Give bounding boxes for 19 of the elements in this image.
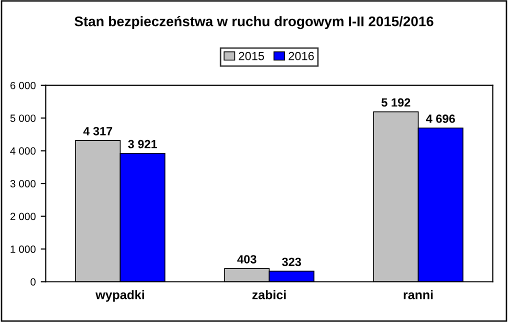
x-tick-label: zabici (252, 290, 286, 300)
legend-label: 2015 (238, 52, 264, 60)
data-label: 323 (282, 258, 302, 266)
y-tick-label: 5 000 (10, 114, 36, 122)
y-tick-label: 4 000 (10, 147, 36, 155)
data-label: 5 192 (381, 98, 410, 107)
data-label: 3 921 (128, 140, 158, 148)
y-tick-label: 3 000 (10, 180, 36, 188)
x-tick-label: ranni (404, 290, 433, 300)
chart-title: Stan bezpieczeństwa w ruchu drogowym I-II 2015/2016 (74, 16, 434, 30)
y-tick-label: 1 000 (10, 246, 36, 253)
y-tick-label: 6 000 (10, 82, 36, 90)
legend-label: 2016 (288, 52, 314, 60)
y-tick-label: 2 000 (10, 212, 36, 220)
data-label: 403 (237, 255, 256, 264)
y-tick-label: 0 (30, 278, 36, 286)
data-label: 4 317 (83, 126, 112, 136)
data-label: 4 696 (426, 114, 455, 123)
x-tick-label: wypadki (96, 290, 144, 302)
